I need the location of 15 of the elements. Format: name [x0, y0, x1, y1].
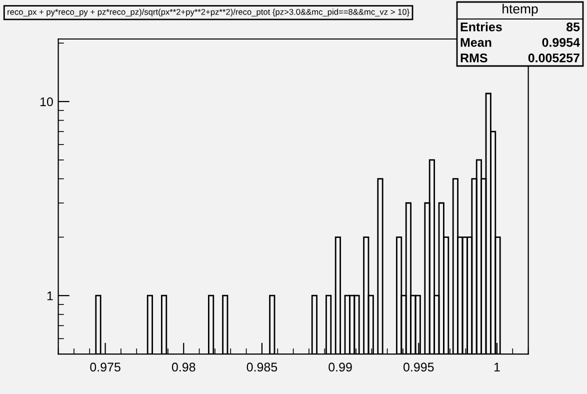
x-tick-label: 0.995: [403, 362, 434, 372]
text: 85: [566, 22, 580, 32]
y-tick-label: 10: [40, 97, 53, 106]
annotation: RMS: [460, 54, 488, 62]
x-tick-label: 1: [494, 362, 500, 372]
x-tick-label: 0.975: [90, 362, 120, 372]
x-tick-label: 0.98: [172, 362, 196, 372]
annotation: Mean: [460, 38, 492, 47]
x-tick-label: 0.985: [246, 362, 278, 372]
x-tick-label: 0.99: [328, 362, 352, 372]
text: htemp: [502, 4, 538, 16]
text: 0.005257: [528, 54, 580, 62]
text: Entries: [460, 22, 502, 32]
chart-title: reco_px + py*reco_py + pz*reco_pz)/sqrt(px**2+py**2+pz**2)/reco_ptot {pz>3.0&&mc_pid==8&&mc_vz > 10}: [8, 8, 410, 16]
text: 0.9954: [542, 38, 580, 47]
